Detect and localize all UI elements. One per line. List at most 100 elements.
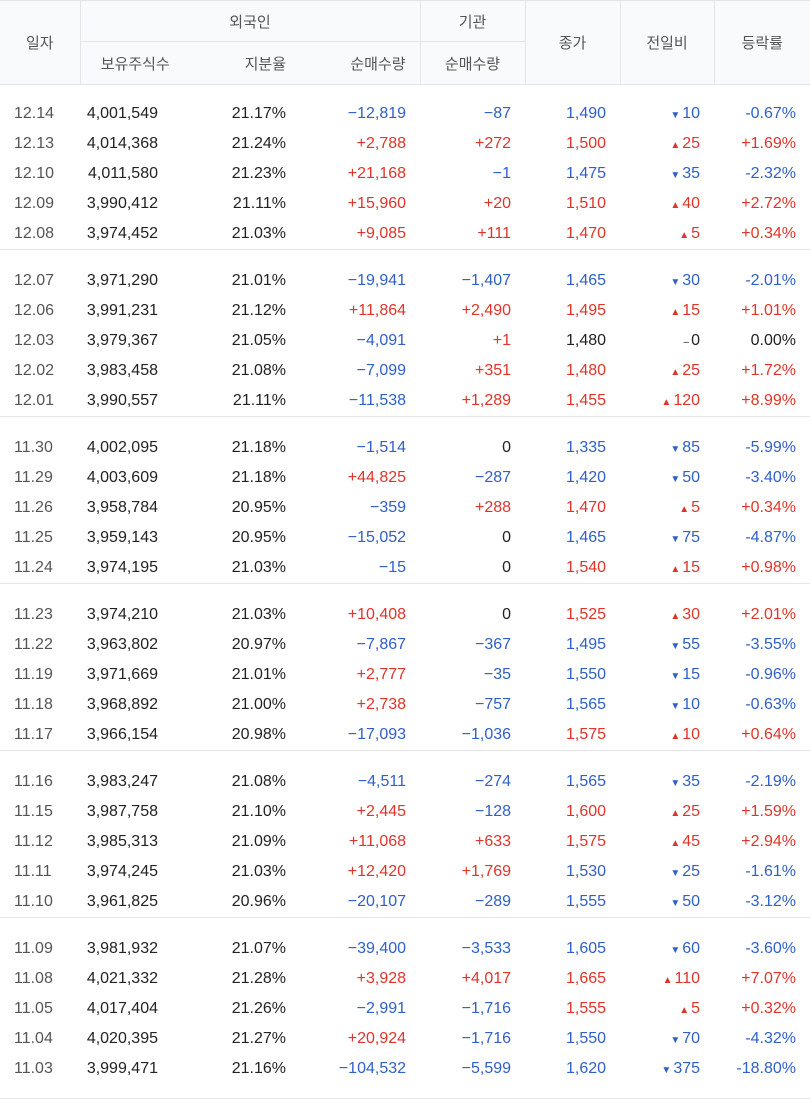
cell-institution-net: +20 [483,195,512,212]
cell-holding-shares: 3,990,557 [86,392,158,409]
cell-date: 11.09 [14,940,53,957]
cell-close: 1,470 [565,499,607,516]
cell-ownership-ratio: 21.00% [231,696,286,713]
triangle-down-icon: ▼ [670,444,681,455]
cell-holding-shares: 4,017,404 [86,1000,158,1017]
triangle-down-icon: ▼ [670,170,681,181]
triangle-up-icon: ▲ [670,140,681,151]
cell-change: ▼ 10 [620,690,714,720]
cell-change-rate: +1.69% [741,135,797,152]
table-row: 11.30 4,002,095 21.18% −1,514 0 1,335 ▼ 85 -5.99… [0,433,810,463]
cell-institution-net: −1,036 [461,726,512,743]
triangle-up-icon: ▲ [670,838,681,849]
cell-change-rate: +2.72% [741,195,797,212]
table-row: 11.22 3,963,802 20.97% −7,867 −367 1,495 ▼ 55 -3… [0,630,810,660]
table-header: 일자 외국인 기관 종가 전일비 등락률 보유주식수 지분율 순매수량 순매수량 [0,0,810,85]
cell-change: ▼ 85 [620,433,714,463]
cell-ownership-ratio: 21.12% [231,302,286,319]
cell-date: 11.29 [14,469,53,486]
cell-institution-net: +4,017 [461,970,512,987]
cell-change: –0 [620,326,714,356]
cell-change-value: 5 [691,499,701,516]
cell-close: 1,475 [565,165,607,182]
col-header-institution-net: 순매수량 [419,41,526,85]
cell-foreign-net: +3,928 [356,970,407,987]
col-header-change-rate: 등락률 [713,0,810,85]
cell-holding-shares: 3,974,245 [86,863,158,880]
cell-ownership-ratio: 21.05% [231,332,286,349]
cell-foreign-net: −4,091 [356,332,407,349]
cell-change-rate: +8.99% [741,392,797,409]
cell-change-rate: +0.64% [741,726,797,743]
cell-ownership-ratio: 21.11% [232,392,286,409]
cell-date: 12.09 [14,195,55,212]
cell-change-value: 40 [682,195,701,212]
triangle-down-icon: ▼ [670,898,681,909]
cell-holding-shares: 4,014,368 [86,135,158,152]
cell-close: 1,335 [565,439,607,456]
cell-holding-shares: 4,011,580 [88,165,158,182]
cell-change-value: 25 [682,362,701,379]
triangle-down-icon: ▼ [670,945,681,956]
cell-foreign-net: +2,738 [356,696,407,713]
cell-ownership-ratio: 21.10% [231,803,286,820]
cell-holding-shares: 3,991,231 [86,302,158,319]
cell-ownership-ratio: 21.01% [231,272,286,289]
cell-change-value: 35 [682,165,701,182]
cell-institution-net: +272 [474,135,512,152]
cell-date: 11.22 [14,636,53,653]
cell-change-value: 15 [682,302,701,319]
cell-institution-net: −289 [474,893,512,910]
triangle-up-icon: ▲ [670,808,681,819]
cell-change-rate: -3.60% [745,940,797,957]
cell-date: 11.17 [14,726,53,743]
triangle-down-icon: ▼ [670,671,681,682]
table-row: 11.17 3,966,154 20.98% −17,093 −1,036 1,575 ▲ 1… [0,720,810,751]
cell-change: ▲ 25 [620,129,714,159]
cell-foreign-net: +21,168 [347,165,407,182]
cell-holding-shares: 3,963,802 [86,636,158,653]
cell-change: ▼ 50 [620,887,714,918]
cell-holding-shares: 3,999,471 [86,1060,158,1077]
cell-foreign-net: −19,941 [347,272,407,289]
cell-change: ▼ 375 [620,1054,714,1084]
triangle-down-icon: ▼ [670,277,681,288]
cell-change-value: 5 [691,225,701,242]
triangle-down-icon: ▼ [661,1065,672,1076]
cell-change: ▲ 30 [620,600,714,630]
cell-holding-shares: 4,021,332 [86,970,158,987]
table-row: 11.05 4,017,404 21.26% −2,991 −1,716 1,555 ▲ 5 +… [0,994,810,1024]
cell-institution-net: −274 [474,773,512,790]
cell-institution-net: −128 [474,803,512,820]
cell-holding-shares: 3,958,784 [86,499,158,516]
cell-date: 11.16 [14,773,53,790]
cell-change: ▲ 5 [620,219,714,250]
cell-date: 12.14 [14,105,55,122]
triangle-down-icon: ▼ [670,1035,681,1046]
cell-close: 1,480 [565,362,607,379]
cell-holding-shares: 3,979,367 [86,332,158,349]
group-separator [0,85,810,100]
cell-close: 1,565 [565,696,607,713]
cell-ownership-ratio: 21.07% [231,940,286,957]
cell-institution-net: +1,289 [461,392,512,409]
cell-institution-net: +288 [474,499,512,516]
cell-change-value: 10 [682,726,701,743]
table-row: 11.10 3,961,825 20.96% −20,107 −289 1,555 ▼ 50 -… [0,887,810,918]
cell-change-rate: -0.96% [745,666,797,683]
cell-change: ▲ 5 [620,493,714,523]
cell-change-rate: +0.98% [741,559,797,576]
cell-ownership-ratio: 20.98% [231,726,286,743]
cell-ownership-ratio: 21.18% [231,439,286,456]
cell-change-rate: -3.40% [745,469,797,486]
cell-ownership-ratio: 21.24% [231,135,286,152]
table-row: 11.09 3,981,932 21.07% −39,400 −3,533 1,605 ▼ 6… [0,934,810,964]
triangle-down-icon: ▼ [670,641,681,652]
cell-change: ▲ 25 [620,797,714,827]
cell-holding-shares: 3,983,247 [86,773,158,790]
cell-close: 1,555 [565,1000,607,1017]
cell-institution-net: +2,490 [461,302,512,319]
cell-change-rate: +1.59% [741,803,797,820]
cell-date: 12.10 [14,165,55,182]
